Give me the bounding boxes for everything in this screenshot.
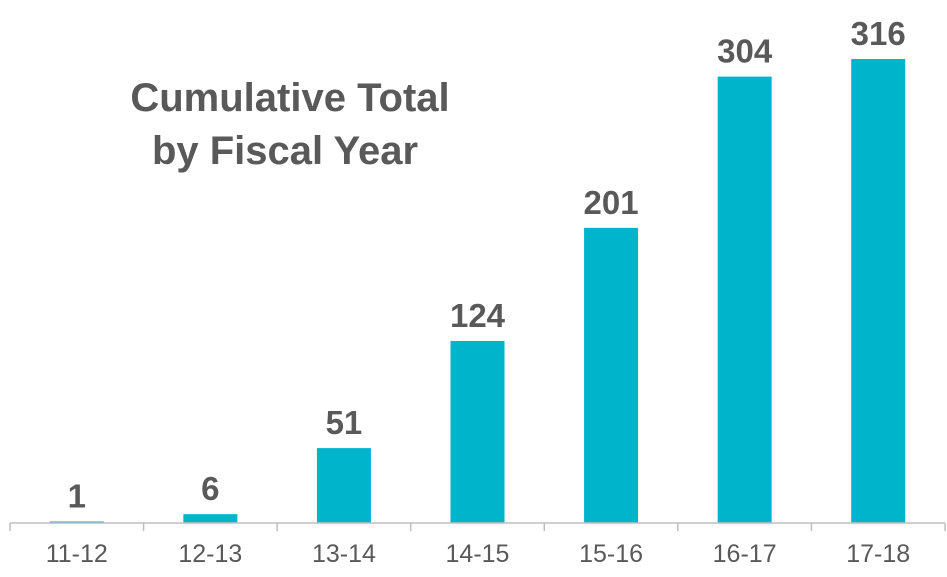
data-label-13-14: 51 <box>326 404 363 441</box>
x-tick-labels-group: 11-12 12-13 13-14 14-15 15-16 16-17 17-18 <box>46 540 910 568</box>
bars-group <box>49 59 906 524</box>
data-label-14-15: 124 <box>450 297 506 334</box>
x-tick-label-13-14: 13-14 <box>312 540 376 568</box>
x-tick-label-12-13: 12-13 <box>178 540 242 568</box>
bar-12-13 <box>183 514 238 523</box>
x-tick-label-15-16: 15-16 <box>579 540 643 568</box>
x-tick-label-14-15: 14-15 <box>446 540 510 568</box>
data-labels-group: 1 6 51 124 201 304 316 <box>68 15 906 515</box>
bar-14-15 <box>450 340 505 523</box>
data-label-15-16: 201 <box>584 184 639 221</box>
data-label-17-18: 316 <box>851 15 906 52</box>
bar-17-18 <box>851 59 906 523</box>
data-label-11-12: 1 <box>68 478 86 515</box>
bar-16-17 <box>717 76 772 524</box>
chart-title-line-2: by Fiscal Year <box>152 129 418 173</box>
chart-title-line-1: Cumulative Total <box>130 76 449 120</box>
bar-15-16 <box>584 227 639 523</box>
x-axis <box>9 522 946 531</box>
data-label-16-17: 304 <box>717 33 773 70</box>
x-tick-label-16-17: 16-17 <box>713 540 777 568</box>
x-tick-label-11-12: 11-12 <box>46 540 108 568</box>
x-tick-label-17-18: 17-18 <box>846 540 910 568</box>
bar-13-14 <box>316 448 371 523</box>
data-label-12-13: 6 <box>201 470 219 507</box>
